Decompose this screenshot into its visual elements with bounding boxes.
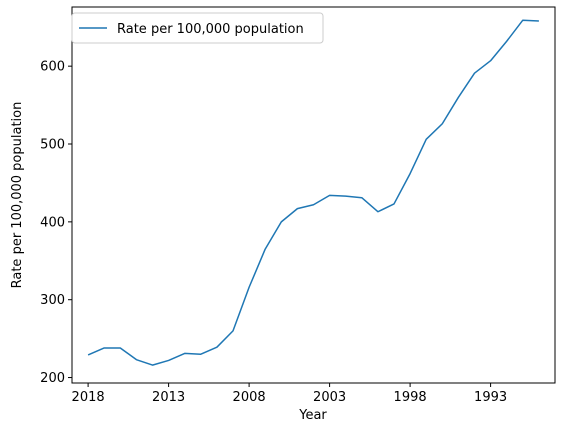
- legend: Rate per 100,000 population: [71, 12, 324, 44]
- legend-label: Rate per 100,000 population: [117, 22, 304, 37]
- x-axis-label: Year: [298, 408, 327, 423]
- y-tick-label: 600: [40, 60, 65, 75]
- y-axis-ticks: 200 300 400 500 600: [40, 60, 72, 386]
- x-tick-label: 2018: [72, 390, 105, 405]
- series-line-rate: [87, 19, 539, 366]
- y-tick-label: 200: [40, 371, 65, 386]
- y-axis-label: Rate per 100,000 population: [10, 102, 25, 289]
- x-axis-ticks: 2018 2013 2008 2003 1998 1993: [72, 383, 507, 405]
- y-tick-label: 500: [40, 138, 65, 153]
- x-tick-label: 2008: [233, 390, 266, 405]
- legend-box: [71, 12, 324, 44]
- x-tick-label: 2013: [152, 390, 185, 405]
- plot-frame: [71, 6, 556, 384]
- x-tick-label: 1993: [474, 390, 507, 405]
- y-tick-label: 300: [40, 293, 65, 308]
- x-tick-label: 1998: [394, 390, 427, 405]
- y-tick-label: 400: [40, 215, 65, 230]
- x-tick-label: 2003: [313, 390, 346, 405]
